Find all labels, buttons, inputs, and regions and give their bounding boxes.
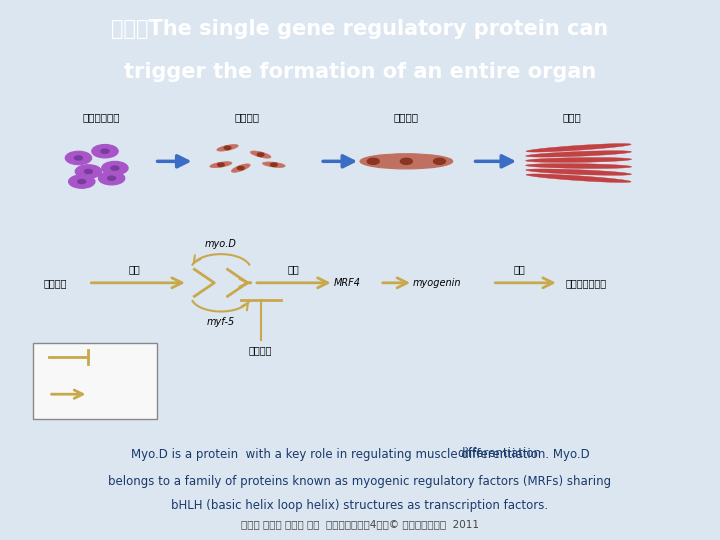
- Circle shape: [224, 146, 231, 150]
- Text: 生长因子: 生长因子: [249, 345, 272, 355]
- Text: 决定: 决定: [129, 264, 140, 274]
- Text: myf-5: myf-5: [207, 316, 235, 327]
- Circle shape: [433, 158, 446, 164]
- Circle shape: [66, 151, 91, 165]
- Circle shape: [400, 158, 413, 164]
- Circle shape: [271, 163, 277, 166]
- Circle shape: [107, 176, 116, 180]
- Ellipse shape: [360, 154, 453, 169]
- Text: 肌纤维: 肌纤维: [562, 112, 581, 123]
- Ellipse shape: [217, 145, 238, 151]
- Text: 成肌细胞: 成肌细胞: [235, 112, 260, 123]
- Circle shape: [75, 165, 102, 178]
- Ellipse shape: [210, 161, 232, 168]
- Ellipse shape: [231, 164, 250, 172]
- Ellipse shape: [526, 144, 631, 152]
- Ellipse shape: [526, 151, 631, 157]
- FancyBboxPatch shape: [33, 342, 157, 419]
- Text: 中胚层祖细胞: 中胚层祖细胞: [83, 112, 120, 123]
- Ellipse shape: [251, 151, 271, 158]
- Text: 外部信号: 外部信号: [43, 278, 67, 288]
- Text: （四）The single gene regulatory protein can: （四）The single gene regulatory protein ca…: [112, 19, 608, 39]
- Text: 抑制: 抑制: [102, 352, 114, 362]
- Circle shape: [78, 179, 86, 184]
- Circle shape: [84, 170, 92, 173]
- Text: MRF4: MRF4: [333, 278, 361, 288]
- Text: myogenin: myogenin: [413, 278, 462, 288]
- Circle shape: [111, 166, 119, 170]
- Text: 多核肌管: 多核肌管: [394, 112, 419, 123]
- Text: belongs to a family of proteins known as myogenic regulatory factors (MRFs) shar: belongs to a family of proteins known as…: [109, 475, 611, 488]
- Text: 翡中和 王喜忠 丁明孝 主编  细胞生物学（琥4版）© 高等教育出版社  2011: 翡中和 王喜忠 丁明孝 主编 细胞生物学（琥4版）© 高等教育出版社 2011: [241, 519, 479, 529]
- Circle shape: [102, 161, 128, 175]
- Circle shape: [217, 163, 224, 166]
- Text: bHLH (basic helix loop helix) structures as transcription factors.: bHLH (basic helix loop helix) structures…: [171, 499, 549, 512]
- Circle shape: [257, 153, 264, 156]
- Circle shape: [367, 158, 379, 164]
- Text: 肌肉特异性基因: 肌肉特异性基因: [565, 278, 606, 288]
- Ellipse shape: [526, 174, 631, 183]
- Text: 分化: 分化: [288, 264, 300, 274]
- Ellipse shape: [526, 169, 631, 176]
- Ellipse shape: [526, 158, 631, 163]
- Text: 激活: 激活: [102, 389, 114, 399]
- Circle shape: [238, 166, 244, 170]
- Text: myo.D: myo.D: [205, 239, 237, 249]
- Circle shape: [101, 149, 109, 153]
- Ellipse shape: [526, 164, 631, 168]
- Circle shape: [74, 156, 83, 160]
- Text: trigger the formation of an entire organ: trigger the formation of an entire organ: [124, 62, 596, 82]
- Ellipse shape: [263, 162, 285, 167]
- Text: Myo.D is a protein  with a key role in regulating muscle differentiation. Myo.D: Myo.D is a protein with a key role in re…: [130, 448, 590, 461]
- Text: differentiation: differentiation: [457, 447, 541, 460]
- Text: Myo.D is a protein  with a key role in regulating muscle differentiation. Myo.D: Myo.D is a protein with a key role in re…: [130, 448, 590, 461]
- Circle shape: [68, 175, 95, 188]
- Text: 成熟: 成熟: [513, 264, 525, 274]
- Circle shape: [99, 172, 125, 185]
- Circle shape: [91, 144, 118, 158]
